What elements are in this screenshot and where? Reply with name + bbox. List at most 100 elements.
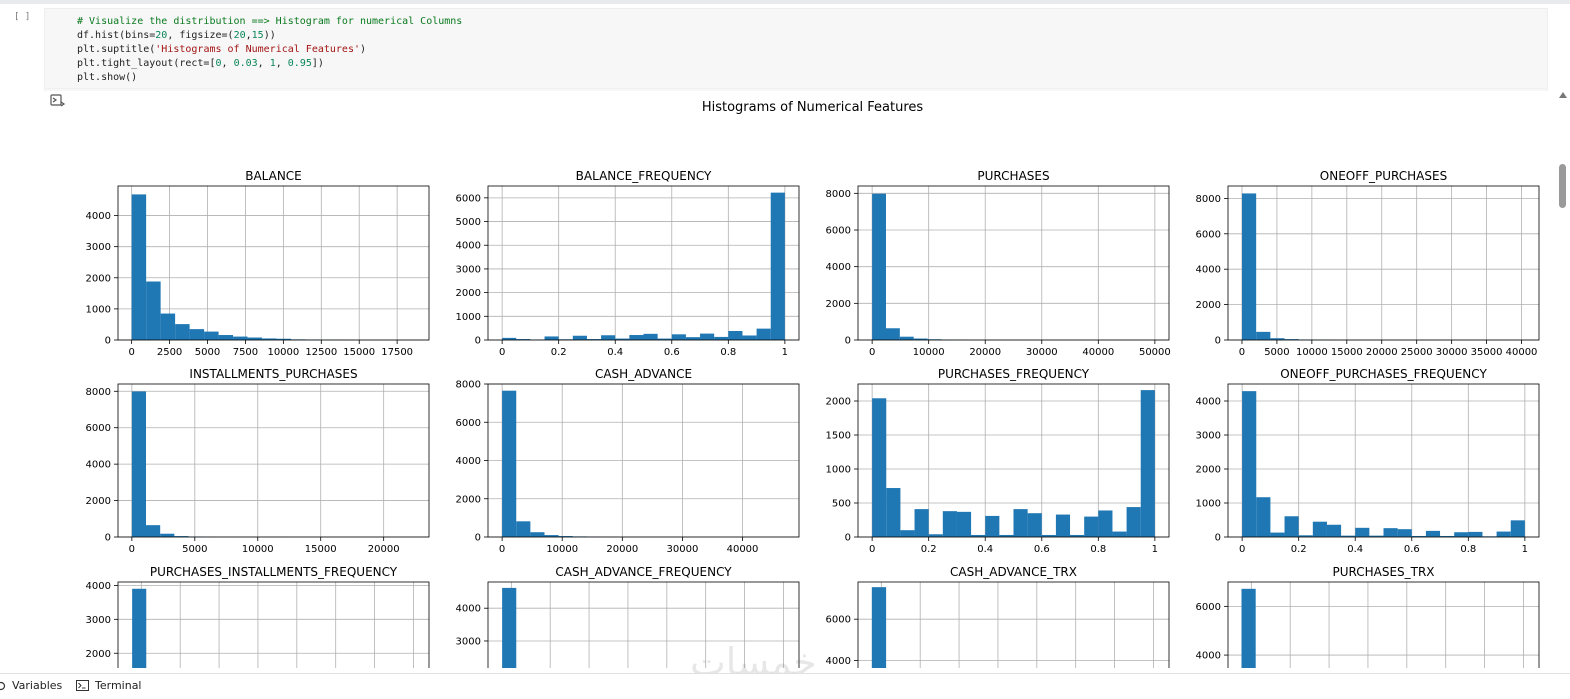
x-tick-label: 50000 xyxy=(1139,347,1171,358)
y-tick-label: 2000 xyxy=(1196,465,1221,476)
histogram-bar xyxy=(1468,532,1482,537)
histogram-bar xyxy=(629,335,643,340)
subplot-title: CASH_ADVANCE_FREQUENCY xyxy=(555,565,732,579)
x-tick-label: 0.4 xyxy=(607,347,623,358)
x-tick-label: 0 xyxy=(1239,347,1245,358)
y-tick-label: 1000 xyxy=(86,304,111,315)
histogram-bar xyxy=(160,534,174,537)
subplot-title: BALANCE xyxy=(245,169,302,183)
variables-tab[interactable]: Variables xyxy=(0,679,62,692)
y-tick-label: 0 xyxy=(105,533,111,544)
histogram-bar xyxy=(872,194,886,340)
axes-frame xyxy=(1228,384,1539,537)
histogram-bar xyxy=(1511,520,1525,537)
histogram-bar xyxy=(1384,528,1398,537)
histogram-bar xyxy=(1014,509,1028,537)
histogram-bar xyxy=(1084,517,1098,537)
y-tick-label: 4000 xyxy=(86,460,111,471)
x-tick-label: 7500 xyxy=(233,347,258,358)
axes-frame xyxy=(118,582,429,668)
y-tick-label: 8000 xyxy=(1196,194,1221,205)
figure-suptitle: Histograms of Numerical Features xyxy=(0,100,1570,115)
x-tick-label: 17500 xyxy=(381,347,413,358)
x-tick-label: 12500 xyxy=(305,347,337,358)
x-tick-label: 5000 xyxy=(1264,347,1289,358)
bars xyxy=(132,589,146,668)
x-tick-label: 0 xyxy=(499,347,505,358)
histogram-bar xyxy=(1398,529,1412,537)
terminal-tab[interactable]: Terminal xyxy=(76,679,142,692)
histogram-bar xyxy=(985,516,999,537)
x-tick-label: 20000 xyxy=(368,544,400,555)
y-tick-label: 4000 xyxy=(826,262,851,273)
y-tick-label: 4000 xyxy=(456,241,481,252)
scroll-up-icon[interactable] xyxy=(1559,92,1567,98)
histogram-bar xyxy=(1242,193,1256,340)
scroll-thumb[interactable] xyxy=(1559,164,1566,208)
x-tick-label: 1 xyxy=(1522,544,1528,555)
histogram-bar xyxy=(686,337,700,340)
y-tick-label: 1500 xyxy=(826,431,851,442)
y-tick-label: 8000 xyxy=(456,380,481,391)
bars xyxy=(502,193,785,340)
y-tick-label: 1000 xyxy=(826,465,851,476)
y-tick-label: 2000 xyxy=(86,273,111,284)
histogram-bar xyxy=(900,337,914,340)
histogram-bar xyxy=(161,314,175,340)
terminal-icon xyxy=(76,680,89,691)
x-tick-label: 5000 xyxy=(182,544,207,555)
x-tick-label: 15000 xyxy=(305,544,337,555)
bars xyxy=(872,390,1155,537)
histogram-bar xyxy=(1426,531,1440,537)
x-tick-label: 20000 xyxy=(1366,347,1398,358)
x-tick-label: 0.6 xyxy=(1404,544,1420,555)
x-tick-label: 10000 xyxy=(913,347,945,358)
y-tick-label: 4000 xyxy=(826,656,851,667)
y-tick-label: 2000 xyxy=(456,288,481,299)
histogram-bar xyxy=(1141,390,1155,537)
x-tick-label: 15000 xyxy=(343,347,375,358)
histogram-bar xyxy=(1242,391,1256,537)
subplot-title: PURCHASES_FREQUENCY xyxy=(938,367,1090,381)
y-tick-label: 2000 xyxy=(86,649,111,660)
y-tick-label: 0 xyxy=(845,533,851,544)
histogram-bar xyxy=(872,587,886,668)
histogram-bar xyxy=(1256,497,1270,537)
histogram-bar xyxy=(601,335,615,340)
y-tick-label: 2000 xyxy=(456,494,481,505)
x-tick-label: 1 xyxy=(1152,544,1158,555)
histogram-bar xyxy=(943,511,957,537)
y-tick-label: 4000 xyxy=(1196,265,1221,276)
x-tick-label: 0.6 xyxy=(664,347,680,358)
output-scrollbar[interactable] xyxy=(1556,92,1570,666)
x-tick-label: 20000 xyxy=(606,544,638,555)
histogram-bar xyxy=(714,337,728,340)
y-tick-label: 1000 xyxy=(1196,499,1221,510)
histogram-bar xyxy=(1454,532,1468,537)
y-tick-label: 500 xyxy=(832,499,851,510)
histogram-bar xyxy=(872,398,886,537)
histogram-bar xyxy=(644,334,658,340)
x-tick-label: 40000 xyxy=(1506,347,1538,358)
histogram-bar xyxy=(545,336,559,340)
x-tick-label: 10000 xyxy=(546,544,578,555)
x-tick-label: 0.8 xyxy=(1460,544,1476,555)
x-tick-label: 0.8 xyxy=(720,347,736,358)
x-tick-label: 0.2 xyxy=(1291,544,1307,555)
y-tick-label: 0 xyxy=(475,336,481,347)
histogram-bar xyxy=(132,391,146,537)
histogram-purchases-installments-frequency: 200030004000PURCHASES_INSTALLMENTS_FREQU… xyxy=(86,565,429,668)
x-tick-label: 0 xyxy=(128,347,134,358)
histogram-bar xyxy=(1056,515,1070,537)
histogram-bar xyxy=(573,336,587,340)
histogram-bar xyxy=(1256,332,1270,340)
x-tick-label: 40000 xyxy=(1082,347,1114,358)
axes-frame xyxy=(118,384,429,537)
y-tick-label: 0 xyxy=(105,336,111,347)
subplot-title: INSTALLMENTS_PURCHASES xyxy=(189,367,357,381)
